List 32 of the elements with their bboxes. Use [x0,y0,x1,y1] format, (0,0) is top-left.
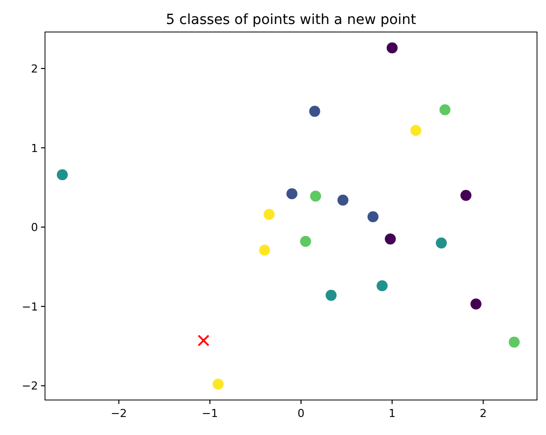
point [460,190,472,201]
x-tick-label: 0 [298,407,305,420]
point [326,290,337,301]
point [286,188,298,200]
x-tick-label: 2 [480,407,487,420]
x-tick-label: −1 [202,407,218,420]
y-tick-label: 1 [31,142,38,155]
y-tick-label: 2 [31,62,38,76]
point [212,378,224,390]
point [337,194,348,206]
point [310,190,322,202]
x-tick-label: 1 [388,407,396,420]
point [410,124,422,136]
y-tick-label: −1 [22,300,38,314]
point [300,236,312,247]
chart-title: 5 classes of points with a new point [166,12,417,28]
point [384,234,396,244]
point [386,42,398,54]
x-tick-label: −2 [110,407,127,420]
point [56,169,68,180]
point [259,244,270,256]
point [436,237,447,248]
point [376,280,388,292]
point [198,334,210,346]
point [368,211,378,222]
point [264,208,275,220]
point [508,336,520,348]
point [470,298,482,310]
y-tick-label: −2 [22,380,38,393]
point [439,104,450,116]
point [309,106,320,117]
y-tick-label: 0 [31,221,38,234]
